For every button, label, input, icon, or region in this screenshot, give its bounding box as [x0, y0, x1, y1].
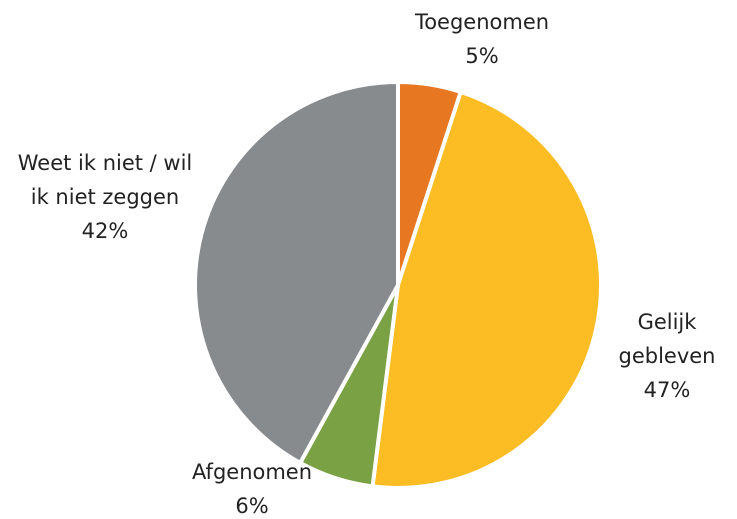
category-label: Weet ik niet / wil ik niet zeggen — [17, 151, 193, 209]
slice-label: Weet ik niet / wil ik niet zeggen 42% — [18, 146, 193, 248]
category-label: Afgenomen — [191, 460, 313, 484]
slice-label: Afgenomen 6% — [152, 455, 352, 519]
value-label: 6% — [235, 494, 269, 518]
value-label: 42% — [81, 219, 129, 243]
pie-slice — [193, 80, 400, 465]
value-label: 5% — [465, 44, 499, 68]
pie-slice — [370, 89, 603, 490]
slice-label: Gelijk gebleven 47% — [607, 305, 727, 407]
category-label: Gelijk gebleven — [618, 310, 716, 368]
value-label: 47% — [643, 378, 691, 402]
slice-label: Toegenomen 5% — [382, 5, 582, 73]
category-label: Toegenomen — [414, 10, 550, 34]
